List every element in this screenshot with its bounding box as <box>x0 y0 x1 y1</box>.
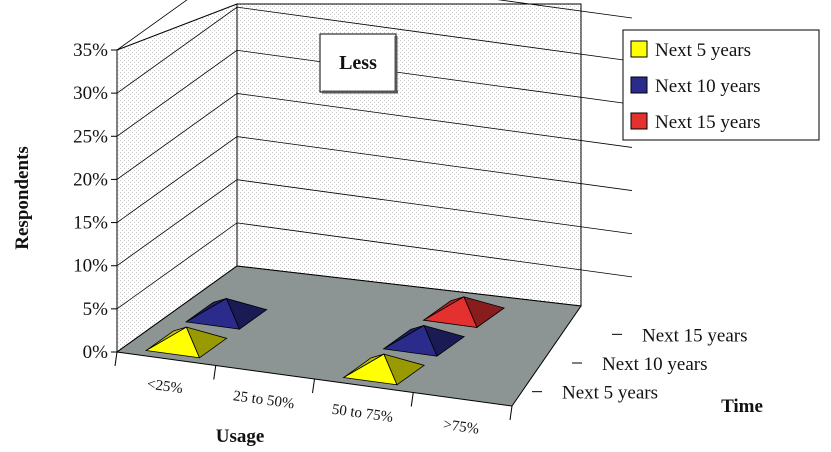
y-tick-label: 35% <box>73 40 108 61</box>
z-tick-label: Next 15 years <box>642 325 748 346</box>
gridline <box>116 6 633 94</box>
z-tick-label: Next 10 years <box>602 354 708 375</box>
y-axis-ticks: 0% 5% 10% 15% 20% 25% 30% 35% <box>73 40 117 363</box>
y-tick-label: 5% <box>83 299 109 320</box>
legend: Next 5 years Next 10 years Next 15 years <box>622 29 820 141</box>
gridline <box>116 179 633 267</box>
gridline <box>116 0 633 51</box>
legend-label: Next 15 years <box>655 112 761 133</box>
y-axis-title: Respondents <box>12 146 33 249</box>
gridline <box>116 49 633 137</box>
x-tick-label: 50 to 75% <box>331 402 394 426</box>
legend-swatch <box>630 76 648 94</box>
back-wall <box>236 3 582 307</box>
pyramid-mark <box>342 353 426 386</box>
y-tick-label: 30% <box>73 83 108 104</box>
y-tick-label: 25% <box>73 126 108 147</box>
gridline <box>116 136 633 223</box>
legend-label: Next 5 years <box>655 40 751 61</box>
pyramid-mark <box>144 326 228 359</box>
pyramid-mark <box>422 296 506 329</box>
pyramid-marks <box>144 296 506 386</box>
x-axis-title: Usage <box>216 426 265 447</box>
y-tick-label: 0% <box>83 342 109 363</box>
y-tick-label: 15% <box>73 213 108 234</box>
z-axis-title: Time <box>721 396 763 417</box>
y-tick-label: 20% <box>73 169 108 190</box>
legend-swatch <box>630 112 648 130</box>
x-tick-label: 25 to 50% <box>232 388 295 412</box>
gridlines <box>116 0 633 310</box>
annotation-label: Less <box>339 52 377 74</box>
pyramid-mark <box>184 297 268 330</box>
legend-label: Next 10 years <box>655 76 761 97</box>
annotation-box: Less <box>319 33 398 94</box>
pyramid-mark <box>382 324 466 357</box>
x-tick-label: <25% <box>146 376 184 397</box>
z-axis-ticks: Next 5 years Next 10 years Next 15 years <box>532 325 748 404</box>
gridline <box>116 93 633 180</box>
x-tick-label: >75% <box>442 417 480 438</box>
y-tick-label: 10% <box>73 256 108 277</box>
gridline <box>116 222 633 310</box>
z-tick-label: Next 5 years <box>562 383 658 404</box>
legend-swatch <box>630 40 648 58</box>
